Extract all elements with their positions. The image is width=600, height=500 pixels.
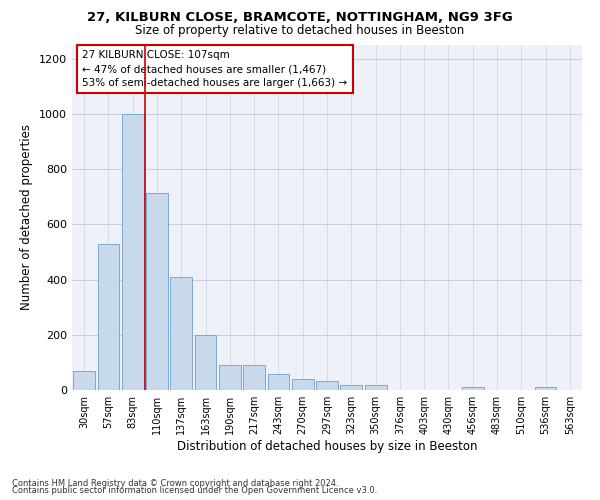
Bar	[292, 379, 314, 390]
Bar	[462, 387, 484, 390]
Bar	[535, 387, 556, 390]
Text: Size of property relative to detached houses in Beeston: Size of property relative to detached ho…	[136, 24, 464, 37]
Bar	[268, 374, 289, 390]
Bar	[194, 336, 217, 390]
Bar	[73, 371, 95, 390]
Bar	[340, 385, 362, 390]
Text: Contains public sector information licensed under the Open Government Licence v3: Contains public sector information licen…	[12, 486, 377, 495]
Text: Contains HM Land Registry data © Crown copyright and database right 2024.: Contains HM Land Registry data © Crown c…	[12, 478, 338, 488]
Bar	[170, 278, 192, 390]
Text: 27 KILBURN CLOSE: 107sqm
← 47% of detached houses are smaller (1,467)
53% of sem: 27 KILBURN CLOSE: 107sqm ← 47% of detach…	[82, 50, 347, 88]
Bar	[316, 381, 338, 390]
Y-axis label: Number of detached properties: Number of detached properties	[20, 124, 34, 310]
Bar	[146, 192, 168, 390]
Bar	[122, 114, 143, 390]
Text: 27, KILBURN CLOSE, BRAMCOTE, NOTTINGHAM, NG9 3FG: 27, KILBURN CLOSE, BRAMCOTE, NOTTINGHAM,…	[87, 11, 513, 24]
Bar	[365, 385, 386, 390]
Bar	[97, 244, 119, 390]
Bar	[243, 365, 265, 390]
Bar	[219, 365, 241, 390]
X-axis label: Distribution of detached houses by size in Beeston: Distribution of detached houses by size …	[177, 440, 477, 453]
